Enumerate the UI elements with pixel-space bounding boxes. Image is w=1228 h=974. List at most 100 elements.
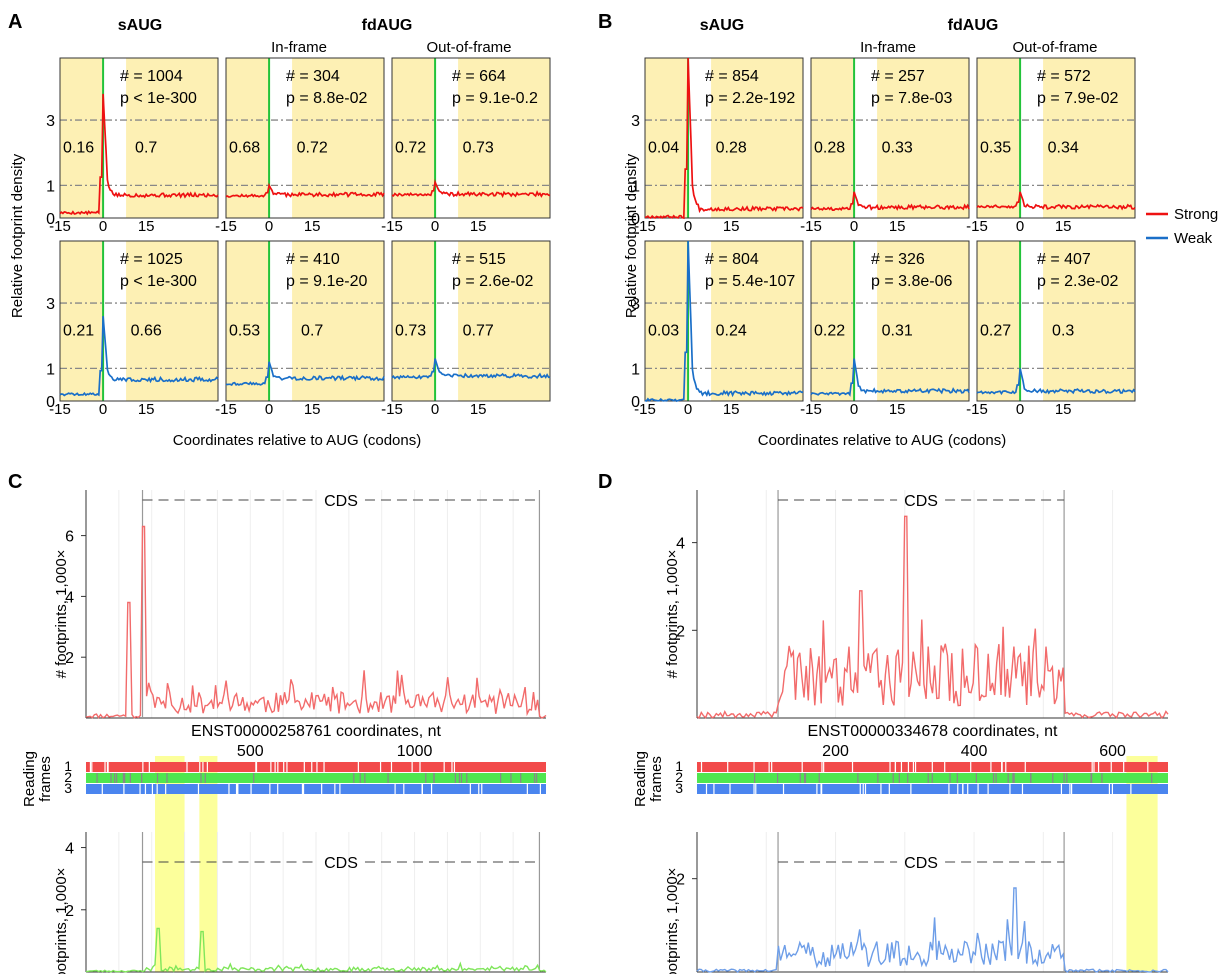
x-tick-label: -15: [634, 401, 656, 418]
shade-upstream: [60, 58, 104, 218]
profile-line: [59, 316, 219, 397]
shade-downstream: [126, 241, 218, 401]
xlabel-b: Coordinates relative to AUG (codons): [758, 432, 1006, 449]
shade-downstream: [877, 58, 969, 218]
profile-line: [59, 93, 219, 216]
xlabel-a: Coordinates relative to AUG (codons): [173, 432, 421, 449]
panel-letter-c: C: [8, 471, 22, 493]
profile-line: [225, 361, 385, 387]
shade-downstream: [877, 241, 969, 401]
shade-downstream: [1043, 241, 1135, 401]
profile-line: [810, 358, 970, 397]
upstream-ratio-label: 0.72: [395, 140, 426, 157]
coverage-line: [85, 525, 547, 719]
downstream-ratio-label: 0.77: [463, 323, 494, 340]
p-value-label: p < 1e-300: [120, 273, 197, 290]
y-tick-label: 2: [676, 872, 685, 889]
count-label: # = 854: [705, 68, 759, 85]
x-tick-label: 0: [265, 401, 273, 418]
count-label: # = 664: [452, 68, 506, 85]
cds-label: CDS: [324, 493, 358, 510]
fdaug-title-a: fdAUG: [362, 17, 413, 34]
p-value-label: p = 7.9e-02: [1037, 90, 1119, 107]
cds-label: CDS: [904, 855, 938, 872]
downstream-ratio-label: 0.34: [1048, 140, 1079, 157]
downstream-ratio-label: 0.24: [716, 323, 747, 340]
x-tick-label: 0: [1016, 401, 1024, 418]
profile-line: [391, 179, 551, 199]
reading-frame-2: [86, 773, 546, 783]
p-value-label: p = 9.1e-0.2: [452, 90, 538, 107]
shade-downstream: [1043, 58, 1135, 218]
reading-frame-1: [86, 762, 546, 772]
y-tick-label: 6: [65, 529, 74, 546]
x-tick-label: -15: [634, 218, 656, 235]
upstream-ratio-label: 0.16: [63, 140, 94, 157]
upstream-ratio-label: 0.03: [648, 323, 679, 340]
y-tick-label: 0: [46, 394, 55, 411]
upstream-ratio-label: 0.28: [814, 140, 845, 157]
shade-upstream: [226, 241, 270, 401]
panel-letter-d: D: [598, 471, 612, 493]
profile-cell: # = 326 p = 3.8e-06 0.22 0.31 -15 0 15: [800, 240, 970, 418]
y-tick-label: 3: [631, 113, 640, 130]
upstream-ratio-label: 0.53: [229, 323, 260, 340]
x-tick-label: 200: [822, 743, 849, 760]
p-value-label: p = 3.8e-06: [871, 273, 953, 290]
plot-frame: [810, 57, 970, 219]
transcript-label: ENST00000334678 coordinates, nt: [808, 723, 1059, 740]
x-tick-label: 0: [99, 401, 107, 418]
x-tick-label: 15: [138, 401, 155, 418]
shade-downstream: [292, 58, 384, 218]
downstream-ratio-label: 0.3: [1052, 323, 1074, 340]
x-tick-label: 15: [723, 401, 740, 418]
x-tick-label: 15: [1055, 401, 1072, 418]
p-value-label: p = 5.4e-107: [705, 273, 795, 290]
shade-upstream: [392, 58, 436, 218]
upstream-ratio-label: 0.73: [395, 323, 426, 340]
panel-letter-a: A: [8, 11, 22, 33]
count-label: # = 572: [1037, 68, 1091, 85]
count-label: # = 515: [452, 251, 506, 268]
y-tick-label: 2: [676, 623, 685, 640]
panel-d-labels: D: [598, 471, 612, 493]
x-tick-label: 15: [889, 218, 906, 235]
inframe-title-b: In-frame: [860, 39, 916, 56]
plot-frame: [225, 57, 385, 219]
profile-cell: # = 572 p = 7.9e-02 0.35 0.34 -15 0 15: [966, 57, 1136, 235]
upstream-ratio-label: 0.35: [980, 140, 1011, 157]
inframe-title-a: In-frame: [271, 39, 327, 56]
upstream-ratio-label: 0.27: [980, 323, 1011, 340]
y-tick-label: 1: [631, 178, 640, 195]
saug-title-b: sAUG: [700, 17, 744, 34]
x-tick-label: 0: [431, 218, 439, 235]
y-tick-label: 0: [631, 211, 640, 228]
shade-upstream: [226, 58, 270, 218]
upstream-ratio-label: 0.68: [229, 140, 260, 157]
downstream-ratio-label: 0.7: [301, 323, 323, 340]
x-tick-label: -15: [49, 401, 71, 418]
profile-cell: # = 407 p = 2.3e-02 0.27 0.3 -15 0 15: [966, 240, 1136, 418]
x-tick-label: 0: [684, 218, 692, 235]
plot-frame: [225, 240, 385, 402]
shade-upstream: [977, 58, 1021, 218]
shade-downstream: [711, 58, 803, 218]
count-label: # = 804: [705, 251, 759, 268]
y-tick-label: 1: [631, 361, 640, 378]
downstream-ratio-label: 0.31: [882, 323, 913, 340]
plot-frame: [810, 240, 970, 402]
y-tick-label: 1: [46, 361, 55, 378]
ylabel-b: Relative footprint density: [623, 153, 640, 318]
reading-frame-3: [86, 784, 546, 794]
profile-line: [391, 358, 551, 381]
x-tick-label: 500: [237, 743, 264, 760]
p-value-label: p = 2.2e-192: [705, 90, 795, 107]
y-tick-label: 3: [46, 113, 55, 130]
count-label: # = 1004: [120, 68, 183, 85]
frames-label: Reading: [21, 751, 38, 807]
ylabel-a: Relative footprint density: [9, 153, 26, 318]
